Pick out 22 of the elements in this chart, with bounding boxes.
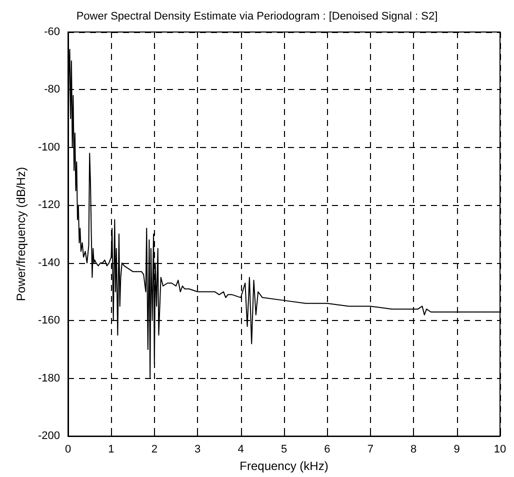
x-tick-label: 3 <box>194 444 201 456</box>
y-tick-label: -160 <box>38 314 60 327</box>
x-axis-title: Frequency (kHz) <box>240 459 328 473</box>
chart-title: Power Spectral Density Estimate via Periodogram : [Denoised Signal : S2] <box>76 10 438 22</box>
x-tick-label: 1 <box>108 444 114 456</box>
x-tick-label: 6 <box>324 444 330 456</box>
x-tick-label: 7 <box>367 444 374 456</box>
x-tick-label: 10 <box>494 444 506 456</box>
y-tick-label: -200 <box>38 430 60 442</box>
x-tick-label: 4 <box>238 444 244 456</box>
y-tick-label: -60 <box>44 26 60 38</box>
y-tick-label: -140 <box>38 256 60 269</box>
x-tick-label: 2 <box>151 444 158 456</box>
x-tick-label: 9 <box>454 444 460 456</box>
x-tick-label: 8 <box>410 444 417 456</box>
y-tick-label: -100 <box>38 141 60 154</box>
y-tick-label: -120 <box>38 199 60 212</box>
y-axis-title: Power/frequency (dB/Hz) <box>14 167 28 302</box>
y-tick-label: -180 <box>38 372 60 384</box>
x-tick-label: 0 <box>64 444 72 456</box>
x-tick-label: 5 <box>280 444 288 456</box>
y-tick-label: -80 <box>44 84 60 96</box>
